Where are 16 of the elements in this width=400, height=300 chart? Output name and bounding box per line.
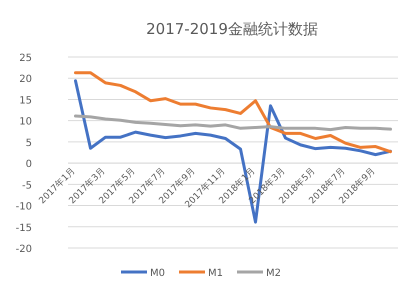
- y-tick-label: -10: [16, 202, 32, 213]
- legend-label: M0: [150, 268, 165, 279]
- legend-label: M1: [208, 268, 223, 279]
- y-tick-label: 25: [19, 53, 32, 64]
- y-tick-label: -20: [16, 244, 32, 255]
- line-series: [74, 71, 392, 154]
- y-tick-label: -15: [16, 222, 32, 234]
- y-tick-label: -5: [22, 180, 32, 192]
- y-tick-label: 20: [19, 74, 32, 86]
- y-tick-label: 10: [19, 116, 32, 128]
- y-tick-label: 0: [26, 159, 32, 170]
- y-tick-label: 15: [19, 95, 32, 106]
- chart-title: 2017-2019金融统计数据: [146, 20, 318, 38]
- legend-label: M2: [266, 268, 281, 279]
- line-series: [74, 114, 392, 132]
- y-tick-label: 5: [26, 138, 32, 149]
